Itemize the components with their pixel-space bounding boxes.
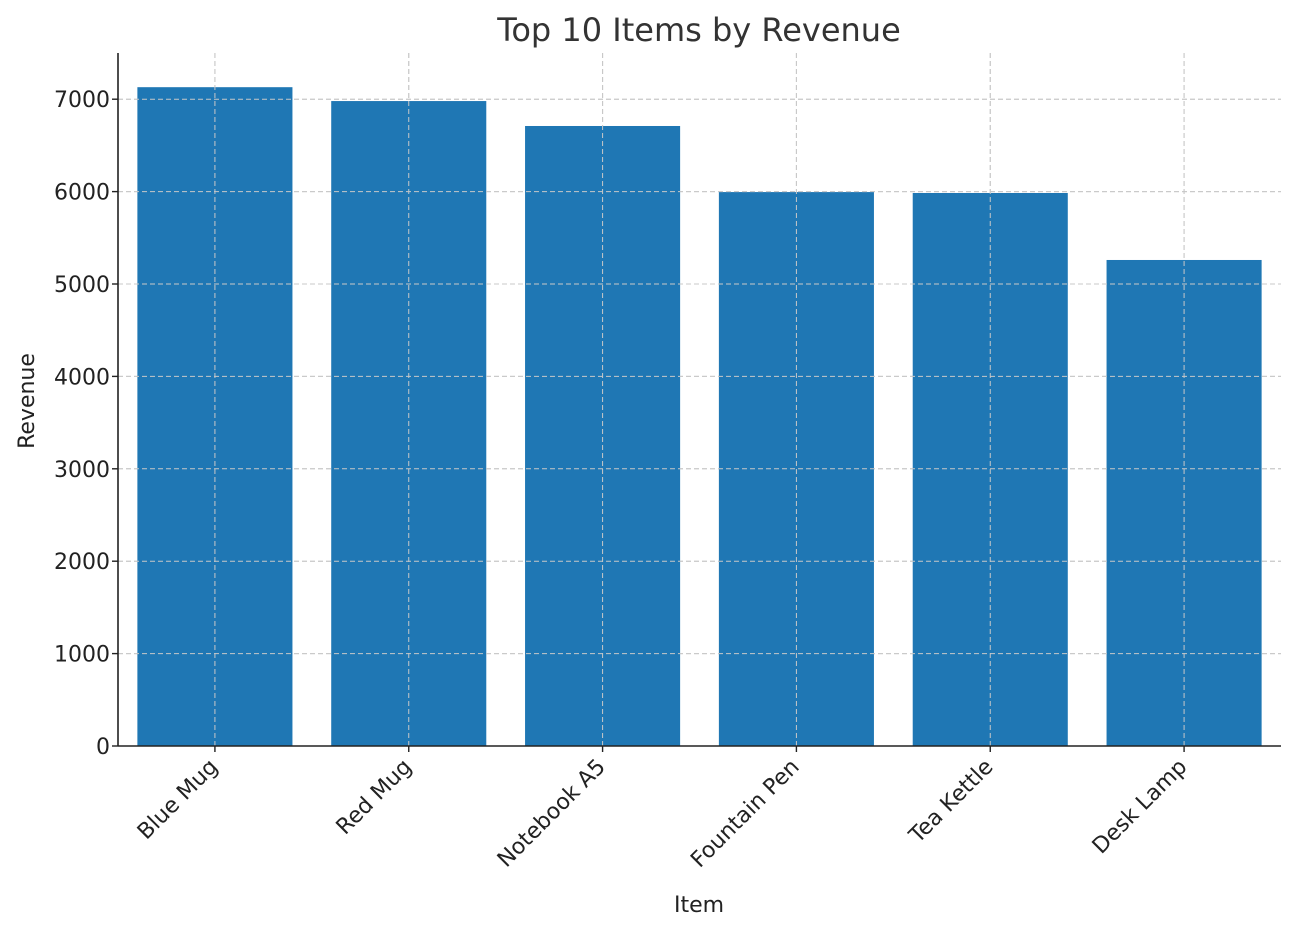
y-axis-ticks: 0 1000 2000 3000 4000 5000 6000 7000 <box>54 88 118 760</box>
y-tick-label: 0 <box>96 735 110 760</box>
chart-title: Top 10 Items by Revenue <box>496 11 901 49</box>
axes <box>117 53 1281 747</box>
x-tick-label: Fountain Pen <box>686 755 804 873</box>
y-tick-label: 2000 <box>54 550 110 575</box>
x-axis-ticks: Blue Mug Red Mug Notebook A5 Fountain Pen Te… <box>133 746 1192 873</box>
y-tick-label: 5000 <box>54 273 110 298</box>
y-tick-label: 4000 <box>54 365 110 390</box>
y-axis-label: Revenue <box>15 353 40 449</box>
x-axis-label: Item <box>674 893 724 918</box>
y-tick-label: 6000 <box>54 181 110 206</box>
y-tick-label: 1000 <box>54 643 110 668</box>
x-tick-label: Notebook A5 <box>493 755 611 873</box>
x-tick-label: Tea Kettle <box>904 755 998 849</box>
y-tick-label: 7000 <box>54 88 110 113</box>
y-tick-label: 3000 <box>54 458 110 483</box>
bars <box>118 53 1281 747</box>
bar <box>525 125 681 747</box>
x-tick-label: Red Mug <box>332 755 417 840</box>
x-tick-label: Blue Mug <box>133 755 223 845</box>
x-tick-label: Desk Lamp <box>1088 755 1193 860</box>
